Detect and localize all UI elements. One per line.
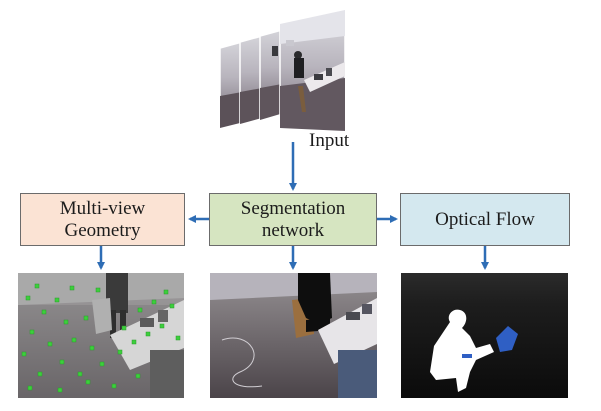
- input-label: Input: [309, 130, 350, 151]
- flow-mask-person: [430, 309, 494, 392]
- segmentation-network-box: Segmentation network: [209, 193, 377, 246]
- flow-mask-object: [496, 326, 518, 352]
- optical-flow-output-image: [401, 273, 568, 398]
- optical-flow-box: Optical Flow: [400, 193, 570, 246]
- segmentation-output-image: [210, 273, 377, 398]
- feature-points: [21, 283, 181, 393]
- input-frame-stack: [219, 10, 346, 132]
- multi-view-geometry-box: Multi-view Geometry: [20, 193, 185, 246]
- arrows: [97, 142, 489, 270]
- multi-view-geometry-output-image: [18, 273, 184, 398]
- input-frame-4: [279, 10, 346, 132]
